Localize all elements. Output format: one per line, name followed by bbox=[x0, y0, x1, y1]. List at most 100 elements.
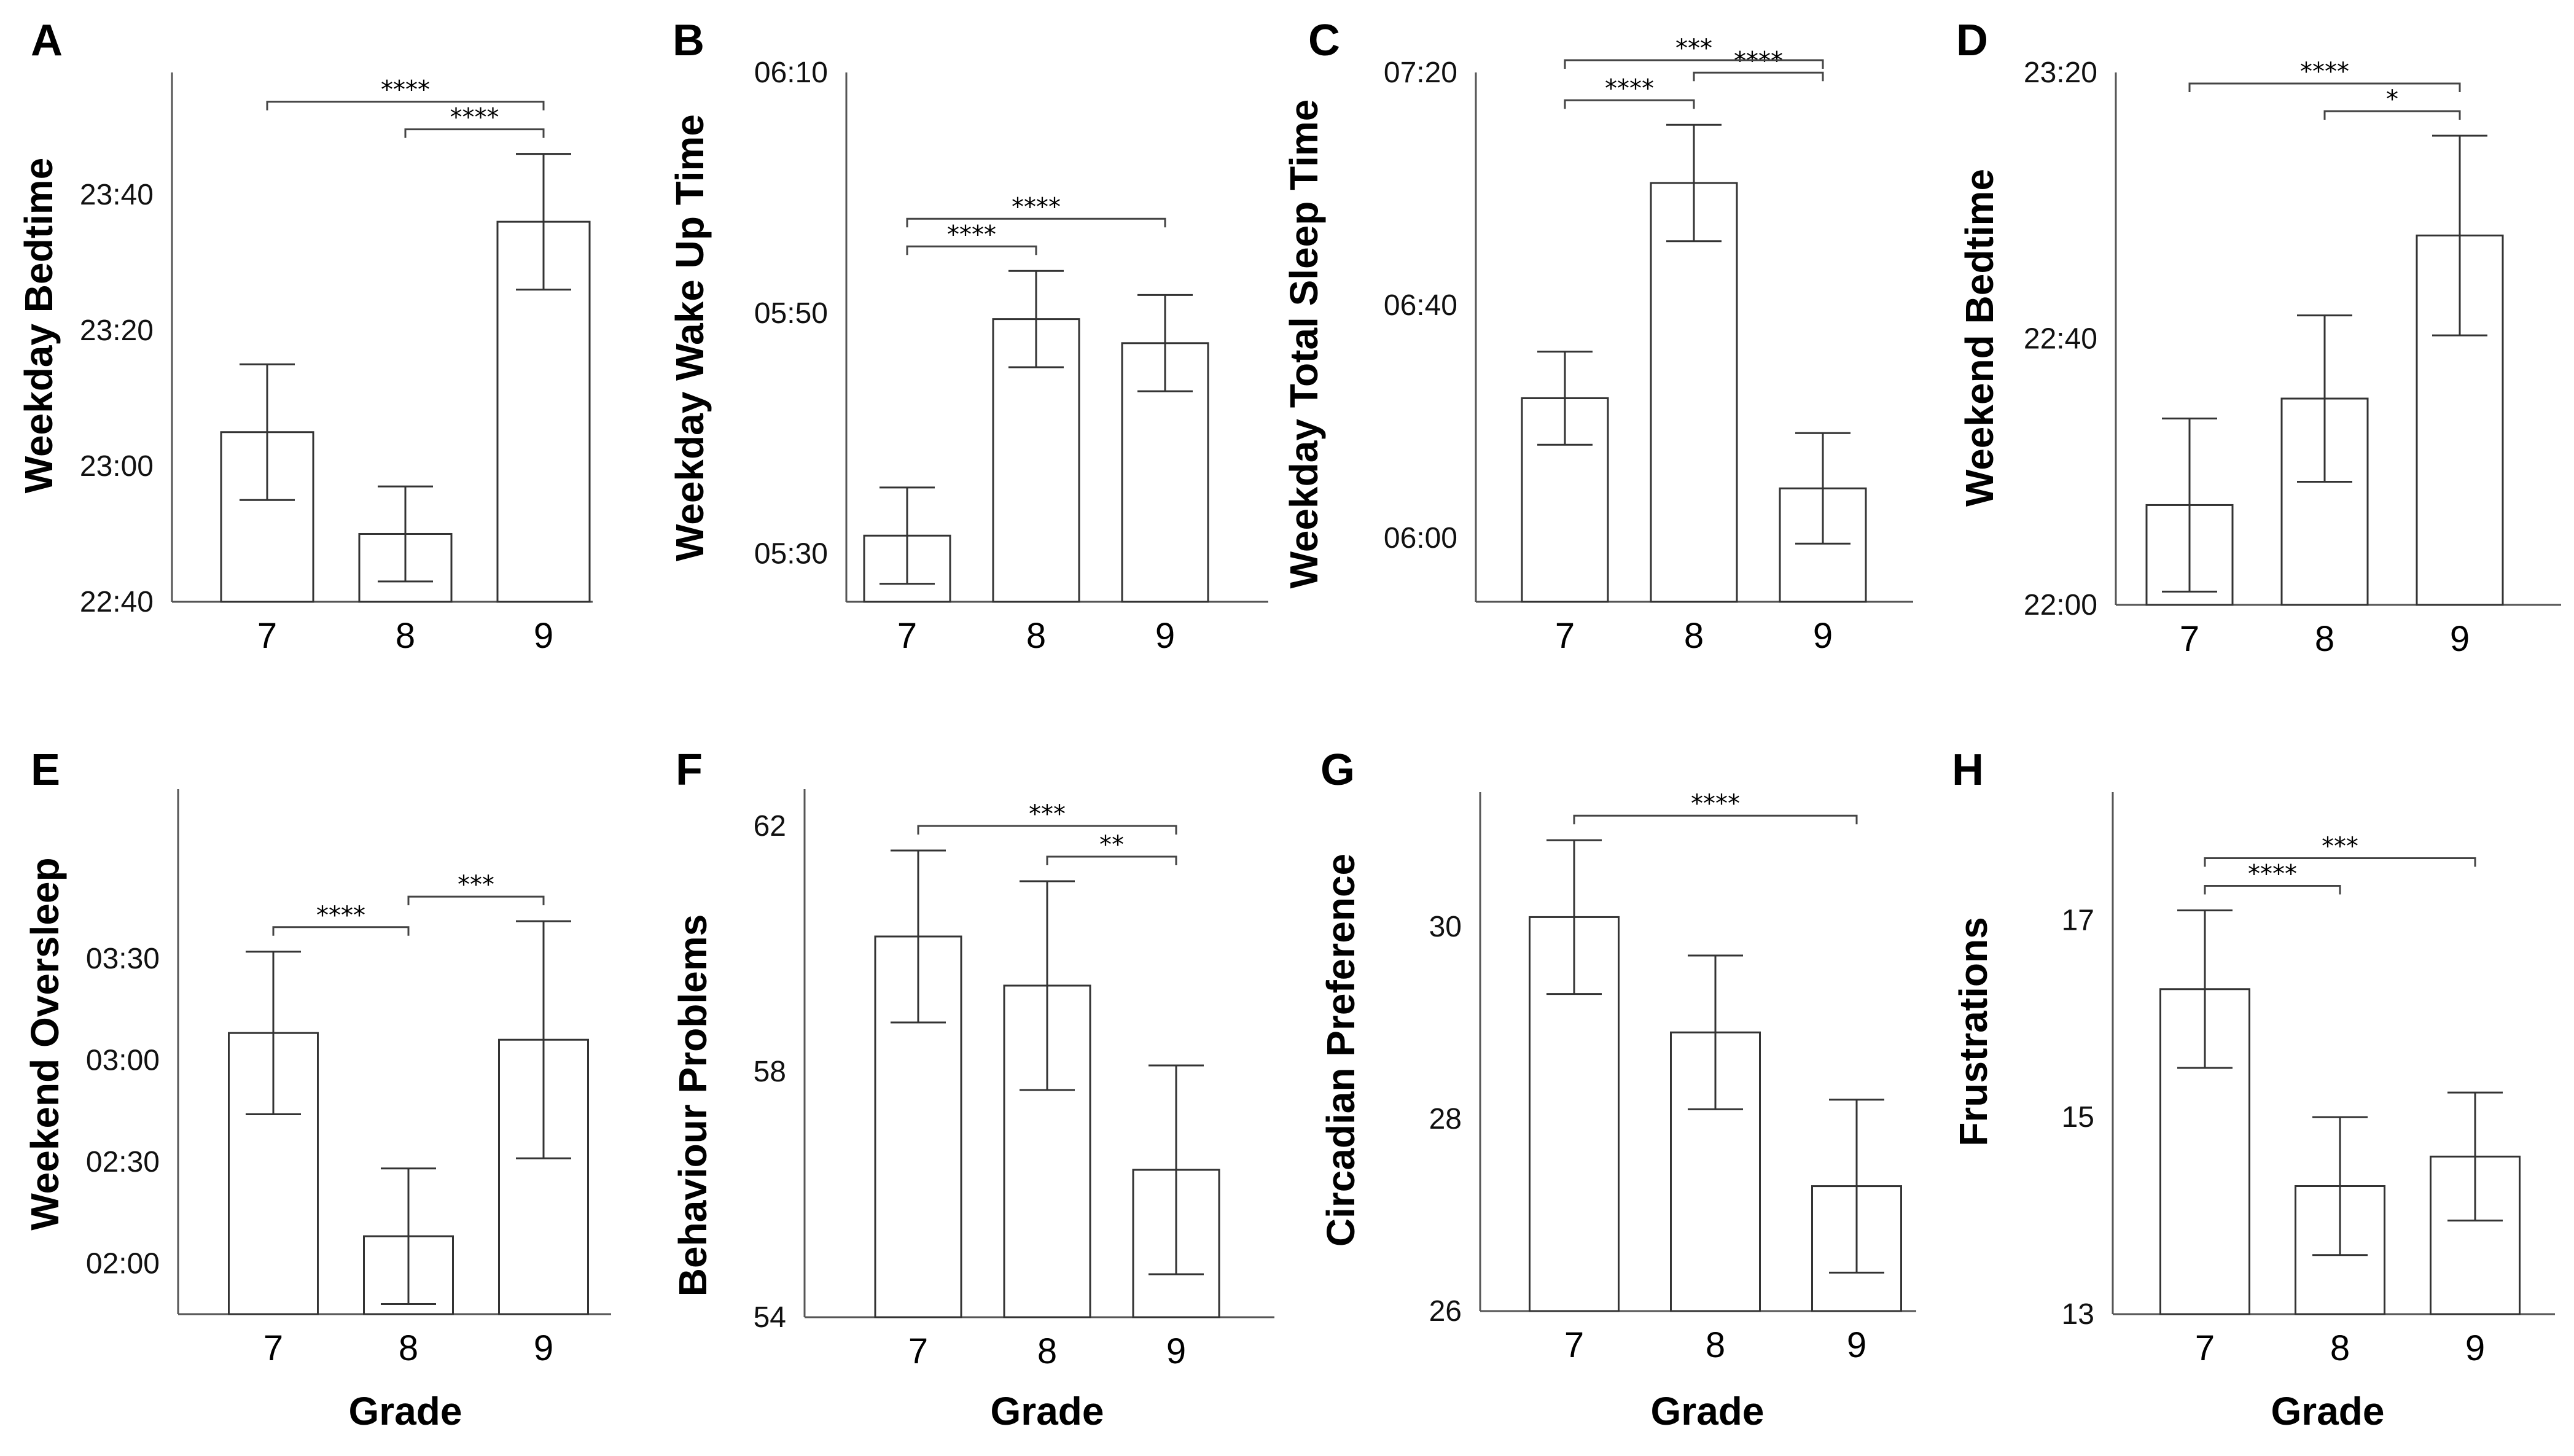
y-tick-label: 62 bbox=[754, 810, 786, 843]
x-tick-label: 7 bbox=[263, 1328, 283, 1368]
x-tick-label: 9 bbox=[534, 1328, 553, 1368]
panel-letter: H bbox=[1952, 746, 1984, 795]
y-axis-label: Circadian Preference bbox=[1319, 854, 1363, 1247]
significance-bracket bbox=[1693, 71, 1824, 82]
significance-bracket bbox=[407, 895, 545, 906]
significance-label: **** bbox=[2300, 58, 2349, 86]
y-axis-label: Weekday Bedtime bbox=[17, 158, 61, 494]
y-tick-label: 05:30 bbox=[754, 538, 828, 570]
y-tick-label: 07:20 bbox=[1384, 56, 1457, 89]
panel-g: G Circadian Preference 26 28 30 7 8 9 **** Gra… bbox=[1319, 746, 1916, 1433]
y-tick-label: 17 bbox=[2062, 904, 2094, 936]
x-axis-label: Grade bbox=[2271, 1389, 2385, 1433]
significance-bracket bbox=[272, 926, 410, 936]
significance-bracket bbox=[917, 825, 1177, 835]
significance-label: **** bbox=[947, 220, 996, 249]
y-axis-label: Weekend Oversleep bbox=[23, 857, 67, 1230]
significance-label: * bbox=[2386, 85, 2398, 114]
x-tick-label: 9 bbox=[1166, 1331, 1186, 1371]
significance-label: **** bbox=[1012, 193, 1061, 221]
panel-b: B Weekday Wake Up Time 05:30 05:50 06:10 7 8… bbox=[668, 16, 1268, 656]
panel-letter: D bbox=[1956, 16, 1988, 65]
x-tick-label: 8 bbox=[399, 1328, 418, 1368]
x-tick-label: 9 bbox=[1847, 1325, 1866, 1365]
y-tick-label: 28 bbox=[1429, 1103, 1462, 1135]
x-tick-label: 8 bbox=[1684, 616, 1704, 656]
y-axis-label: Weekday Wake Up Time bbox=[668, 114, 712, 561]
x-axis-label: Grade bbox=[1651, 1389, 1765, 1433]
y-tick-label: 26 bbox=[1429, 1295, 1462, 1328]
panel-letter: E bbox=[31, 746, 60, 795]
bar bbox=[1670, 1031, 1761, 1312]
panel-letter: G bbox=[1320, 746, 1355, 795]
y-tick-label: 54 bbox=[754, 1301, 786, 1334]
significance-bracket bbox=[1573, 814, 1858, 825]
x-tick-label: 7 bbox=[1555, 616, 1575, 656]
x-tick-label: 7 bbox=[2195, 1328, 2215, 1368]
x-tick-label: 9 bbox=[1813, 616, 1833, 656]
significance-bracket bbox=[2204, 857, 2476, 867]
y-axis-label: Weekday Total Sleep Time bbox=[1282, 99, 1326, 589]
y-tick-label: 02:00 bbox=[86, 1247, 160, 1280]
y-tick-label: 22:40 bbox=[80, 586, 154, 618]
y-tick-label: 23:20 bbox=[80, 314, 154, 347]
y-tick-label: 05:50 bbox=[754, 297, 828, 330]
significance-bracket bbox=[906, 245, 1037, 255]
significance-bracket bbox=[2323, 110, 2461, 120]
x-tick-label: 9 bbox=[2450, 619, 2470, 659]
x-tick-label: 7 bbox=[257, 616, 277, 656]
plot-area: 05:30 05:50 06:10 7 8 9 **** **** bbox=[754, 56, 1268, 656]
significance-label: ** bbox=[1099, 831, 1124, 859]
significance-bracket bbox=[906, 217, 1166, 228]
significance-label: *** bbox=[2322, 832, 2358, 860]
x-tick-label: 8 bbox=[1026, 616, 1046, 656]
significance-label: **** bbox=[381, 76, 430, 104]
y-tick-label: 22:40 bbox=[2024, 323, 2097, 356]
x-tick-label: 9 bbox=[534, 616, 553, 656]
significance-bracket bbox=[1564, 59, 1824, 69]
y-axis-label: Behaviour Problems bbox=[671, 914, 715, 1296]
x-tick-label: 8 bbox=[2315, 619, 2334, 659]
x-axis-label: Grade bbox=[991, 1389, 1104, 1433]
y-tick-label: 13 bbox=[2062, 1298, 2094, 1331]
x-tick-label: 8 bbox=[1037, 1331, 1057, 1371]
panel-letter: C bbox=[1308, 16, 1340, 65]
y-tick-label: 03:30 bbox=[86, 943, 160, 975]
significance-bracket bbox=[404, 128, 545, 138]
y-tick-label: 02:30 bbox=[86, 1146, 160, 1178]
panel-a: A Weekday Bedtime 22:40 23:00 23:20 23:40 7 8… bbox=[17, 16, 593, 656]
y-tick-label: 58 bbox=[754, 1056, 786, 1088]
y-tick-label: 06:40 bbox=[1384, 289, 1457, 322]
x-tick-label: 7 bbox=[2180, 619, 2199, 659]
panel-e: E Weekend Oversleep 02:00 02:30 03:00 03:30… bbox=[23, 746, 611, 1433]
y-tick-label: 06:00 bbox=[1384, 522, 1457, 555]
y-tick-label: 22:00 bbox=[2024, 589, 2097, 621]
significance-label: **** bbox=[1691, 790, 1740, 818]
significance-bracket bbox=[2188, 82, 2461, 92]
panel-letter: A bbox=[31, 16, 63, 65]
y-tick-label: 30 bbox=[1429, 911, 1462, 943]
plot-area: 26 28 30 7 8 9 **** bbox=[1429, 790, 1916, 1365]
panel-letter: B bbox=[673, 16, 704, 65]
significance-label: **** bbox=[1605, 74, 1654, 103]
y-tick-label: 03:00 bbox=[86, 1044, 160, 1076]
y-tick-label: 23:20 bbox=[2024, 56, 2097, 89]
panel-letter: F bbox=[676, 746, 703, 795]
x-axis-label: Grade bbox=[349, 1389, 462, 1433]
significance-label: *** bbox=[458, 871, 494, 899]
x-tick-label: 8 bbox=[1706, 1325, 1725, 1365]
x-tick-label: 7 bbox=[897, 616, 917, 656]
y-tick-label: 15 bbox=[2062, 1101, 2094, 1134]
plot-area: 22:40 23:00 23:20 23:40 7 8 9 **** **** bbox=[80, 72, 593, 656]
significance-bracket bbox=[1564, 99, 1695, 109]
y-tick-label: 23:40 bbox=[80, 179, 154, 211]
y-tick-label: 06:10 bbox=[754, 56, 828, 89]
significance-label: *** bbox=[1029, 800, 1066, 828]
